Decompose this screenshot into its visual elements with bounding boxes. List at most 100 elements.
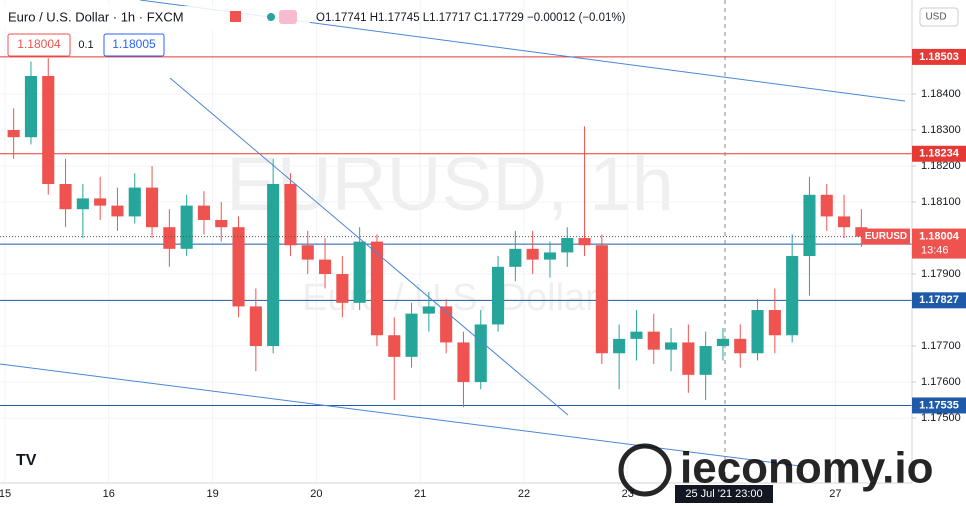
crosshair-time: 25 Jul '21 23:00 <box>685 488 762 500</box>
candle-body <box>682 342 695 375</box>
currency[interactable]: USD <box>925 12 946 23</box>
candle-body <box>111 205 124 217</box>
level-label-bg <box>912 397 966 414</box>
x-tick-label: 16 <box>103 488 115 500</box>
candle-body <box>232 227 245 307</box>
plot <box>0 0 912 483</box>
status-badge <box>279 10 297 24</box>
symbol-title: Euro / U.S. Dollar · 1h · FXCM <box>8 9 184 24</box>
candle-body <box>613 338 626 354</box>
candle-body <box>145 187 159 228</box>
symbol-tag: EURUSD <box>865 231 907 242</box>
candle-body <box>180 205 193 249</box>
currency-button[interactable] <box>919 7 959 27</box>
x-tick-label: 20 <box>310 488 322 500</box>
candle-body <box>664 342 678 350</box>
y-tick-label: 1.18300 <box>921 124 961 136</box>
candle-body <box>336 274 349 303</box>
candle-body <box>301 245 314 260</box>
candle-body <box>284 184 297 246</box>
level-label: 1.18234 <box>919 148 960 160</box>
header-bg <box>0 6 310 30</box>
candle-body <box>267 184 280 347</box>
candle-body <box>24 75 38 138</box>
current-price-label: 1.18004 <box>919 230 960 242</box>
candle-body <box>543 252 557 260</box>
y-tick-label: 1.17700 <box>921 340 961 352</box>
candle-body <box>405 313 418 357</box>
candle-body <box>388 335 401 357</box>
candle-body <box>249 306 262 347</box>
status-dot <box>267 13 275 21</box>
candle-body <box>370 241 384 336</box>
candle-body <box>716 338 730 347</box>
y-tick-label: 1.18400 <box>921 88 961 100</box>
candle-body <box>491 266 505 325</box>
ohlc: O1.17741 H1.17745 L1.17717 C1.17729 −0.0… <box>316 12 626 24</box>
axes: 1.17500 1.17600 1.17700 1.17900 1.18100 1.182… <box>0 48 966 500</box>
candle-body <box>768 310 781 336</box>
sell-button[interactable] <box>7 33 71 57</box>
candle-body <box>630 331 643 339</box>
candle-body <box>855 227 868 237</box>
candle-body <box>734 338 747 354</box>
crosshair-time-bg <box>675 485 773 503</box>
logo-text: ieconomy.io <box>680 444 933 493</box>
y-tick-label: 1.17600 <box>921 376 961 388</box>
flag[interactable] <box>230 11 241 22</box>
y-tick-label: 1.18200 <box>921 160 961 172</box>
candle-body <box>578 238 591 246</box>
sell-price[interactable]: 1.18004 <box>17 37 61 51</box>
candle-body <box>128 187 141 217</box>
candle-body <box>595 245 608 354</box>
buy-button[interactable] <box>103 33 165 57</box>
level-label: 1.18503 <box>919 51 959 63</box>
logo-circle <box>618 443 672 497</box>
candle-body <box>215 220 228 228</box>
current-price-bg <box>912 228 966 259</box>
candle-body <box>163 227 176 249</box>
candle-body <box>820 194 833 217</box>
buy-price[interactable]: 1.18005 <box>112 37 156 51</box>
level-label: 1.17827 <box>919 294 959 306</box>
trend-line <box>0 363 801 467</box>
trend-line <box>169 77 569 416</box>
x-tick-label: 21 <box>414 488 426 500</box>
level-label: 1.17535 <box>919 399 959 411</box>
logo: ieconomy.io <box>618 443 933 497</box>
candle-body <box>94 198 107 206</box>
x-tick-label: 27 <box>829 488 841 500</box>
candle-body <box>751 310 764 354</box>
x-tick-label: 22 <box>518 488 530 500</box>
y-tick-label: 1.17900 <box>921 268 961 280</box>
level-label-bg <box>912 145 966 162</box>
candle-body <box>647 331 660 350</box>
candle-body <box>197 205 211 221</box>
candle-body <box>59 184 72 210</box>
level-label-bg <box>912 48 966 65</box>
candle-body <box>699 346 712 375</box>
x-tick-label: 19 <box>206 488 218 500</box>
candle-body <box>42 75 55 185</box>
candle-body <box>353 241 366 303</box>
candle-body <box>457 342 470 383</box>
candle-body <box>803 194 816 257</box>
candle-body <box>526 248 539 260</box>
level-label-bg <box>912 292 966 309</box>
watermark: EURUSD, 1h <box>226 142 674 227</box>
candle-body <box>76 198 89 210</box>
candle-body <box>509 248 522 267</box>
y-tick-label: 1.18100 <box>921 196 961 208</box>
candle-body <box>440 306 453 343</box>
plot-underlay: EURUSD, 1h Euro / U.S. Dollar <box>226 142 674 319</box>
y-tick-label: 1.17500 <box>921 412 961 424</box>
candle-body <box>7 129 20 138</box>
candle-body <box>837 216 851 228</box>
candle-body <box>561 238 574 253</box>
tv-logo: TV <box>16 452 37 469</box>
candle-body <box>474 324 487 383</box>
candle-body <box>422 306 435 314</box>
symbol-tag-bg <box>862 228 910 245</box>
